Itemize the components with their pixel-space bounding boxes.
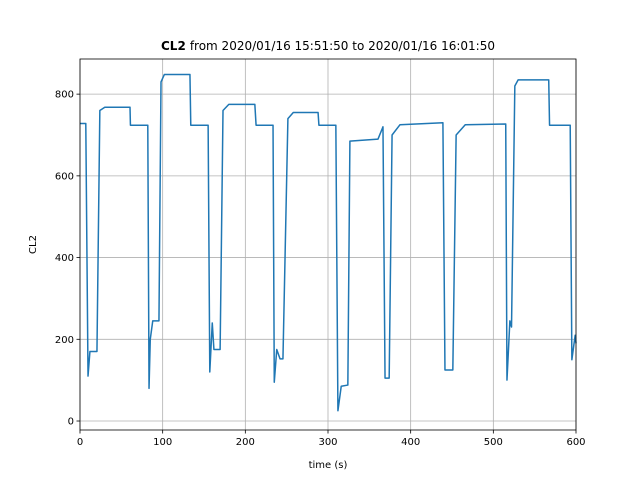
y-axis-label: CL2 [28, 235, 39, 254]
chart-title: CL2 from 2020/01/16 15:51:50 to 2020/01/1… [161, 39, 495, 53]
x-tick-label: 400 [401, 437, 420, 448]
data-line [80, 73, 577, 412]
x-tick-label: 300 [318, 437, 337, 448]
x-tick-label: 100 [153, 437, 172, 448]
y-tick-label: 0 [68, 417, 74, 428]
x-axis-label: time (s) [309, 460, 348, 471]
title-bold: CL2 [161, 39, 186, 53]
x-tick-label: 0 [77, 437, 83, 448]
title-rest: from 2020/01/16 15:51:50 to 2020/01/16 1… [190, 39, 495, 53]
plot-frame [79, 58, 577, 431]
y-tick-label: 400 [55, 253, 74, 264]
y-tick-label: 200 [55, 335, 74, 346]
x-tick-label: 200 [236, 437, 255, 448]
y-tick-label: 600 [55, 171, 74, 182]
x-tick-label: 600 [566, 437, 585, 448]
x-tick-label: 500 [484, 437, 503, 448]
y-tick-label: 800 [55, 90, 74, 101]
